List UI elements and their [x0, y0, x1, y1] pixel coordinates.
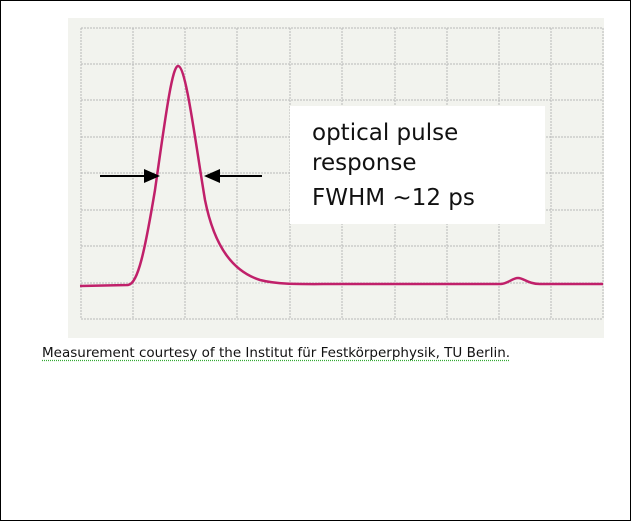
scope-figure: optical pulse response FWHM ~12 ps — [0, 0, 631, 521]
annotation-line: FWHM ~12 ps — [312, 185, 475, 211]
caption: Measurement courtesy of the Institut für… — [42, 345, 510, 361]
page: optical pulse response FWHM ~12 ps Measu… — [0, 0, 631, 521]
annotation-line: optical pulse — [312, 120, 458, 146]
annotation-line: response — [312, 150, 416, 176]
